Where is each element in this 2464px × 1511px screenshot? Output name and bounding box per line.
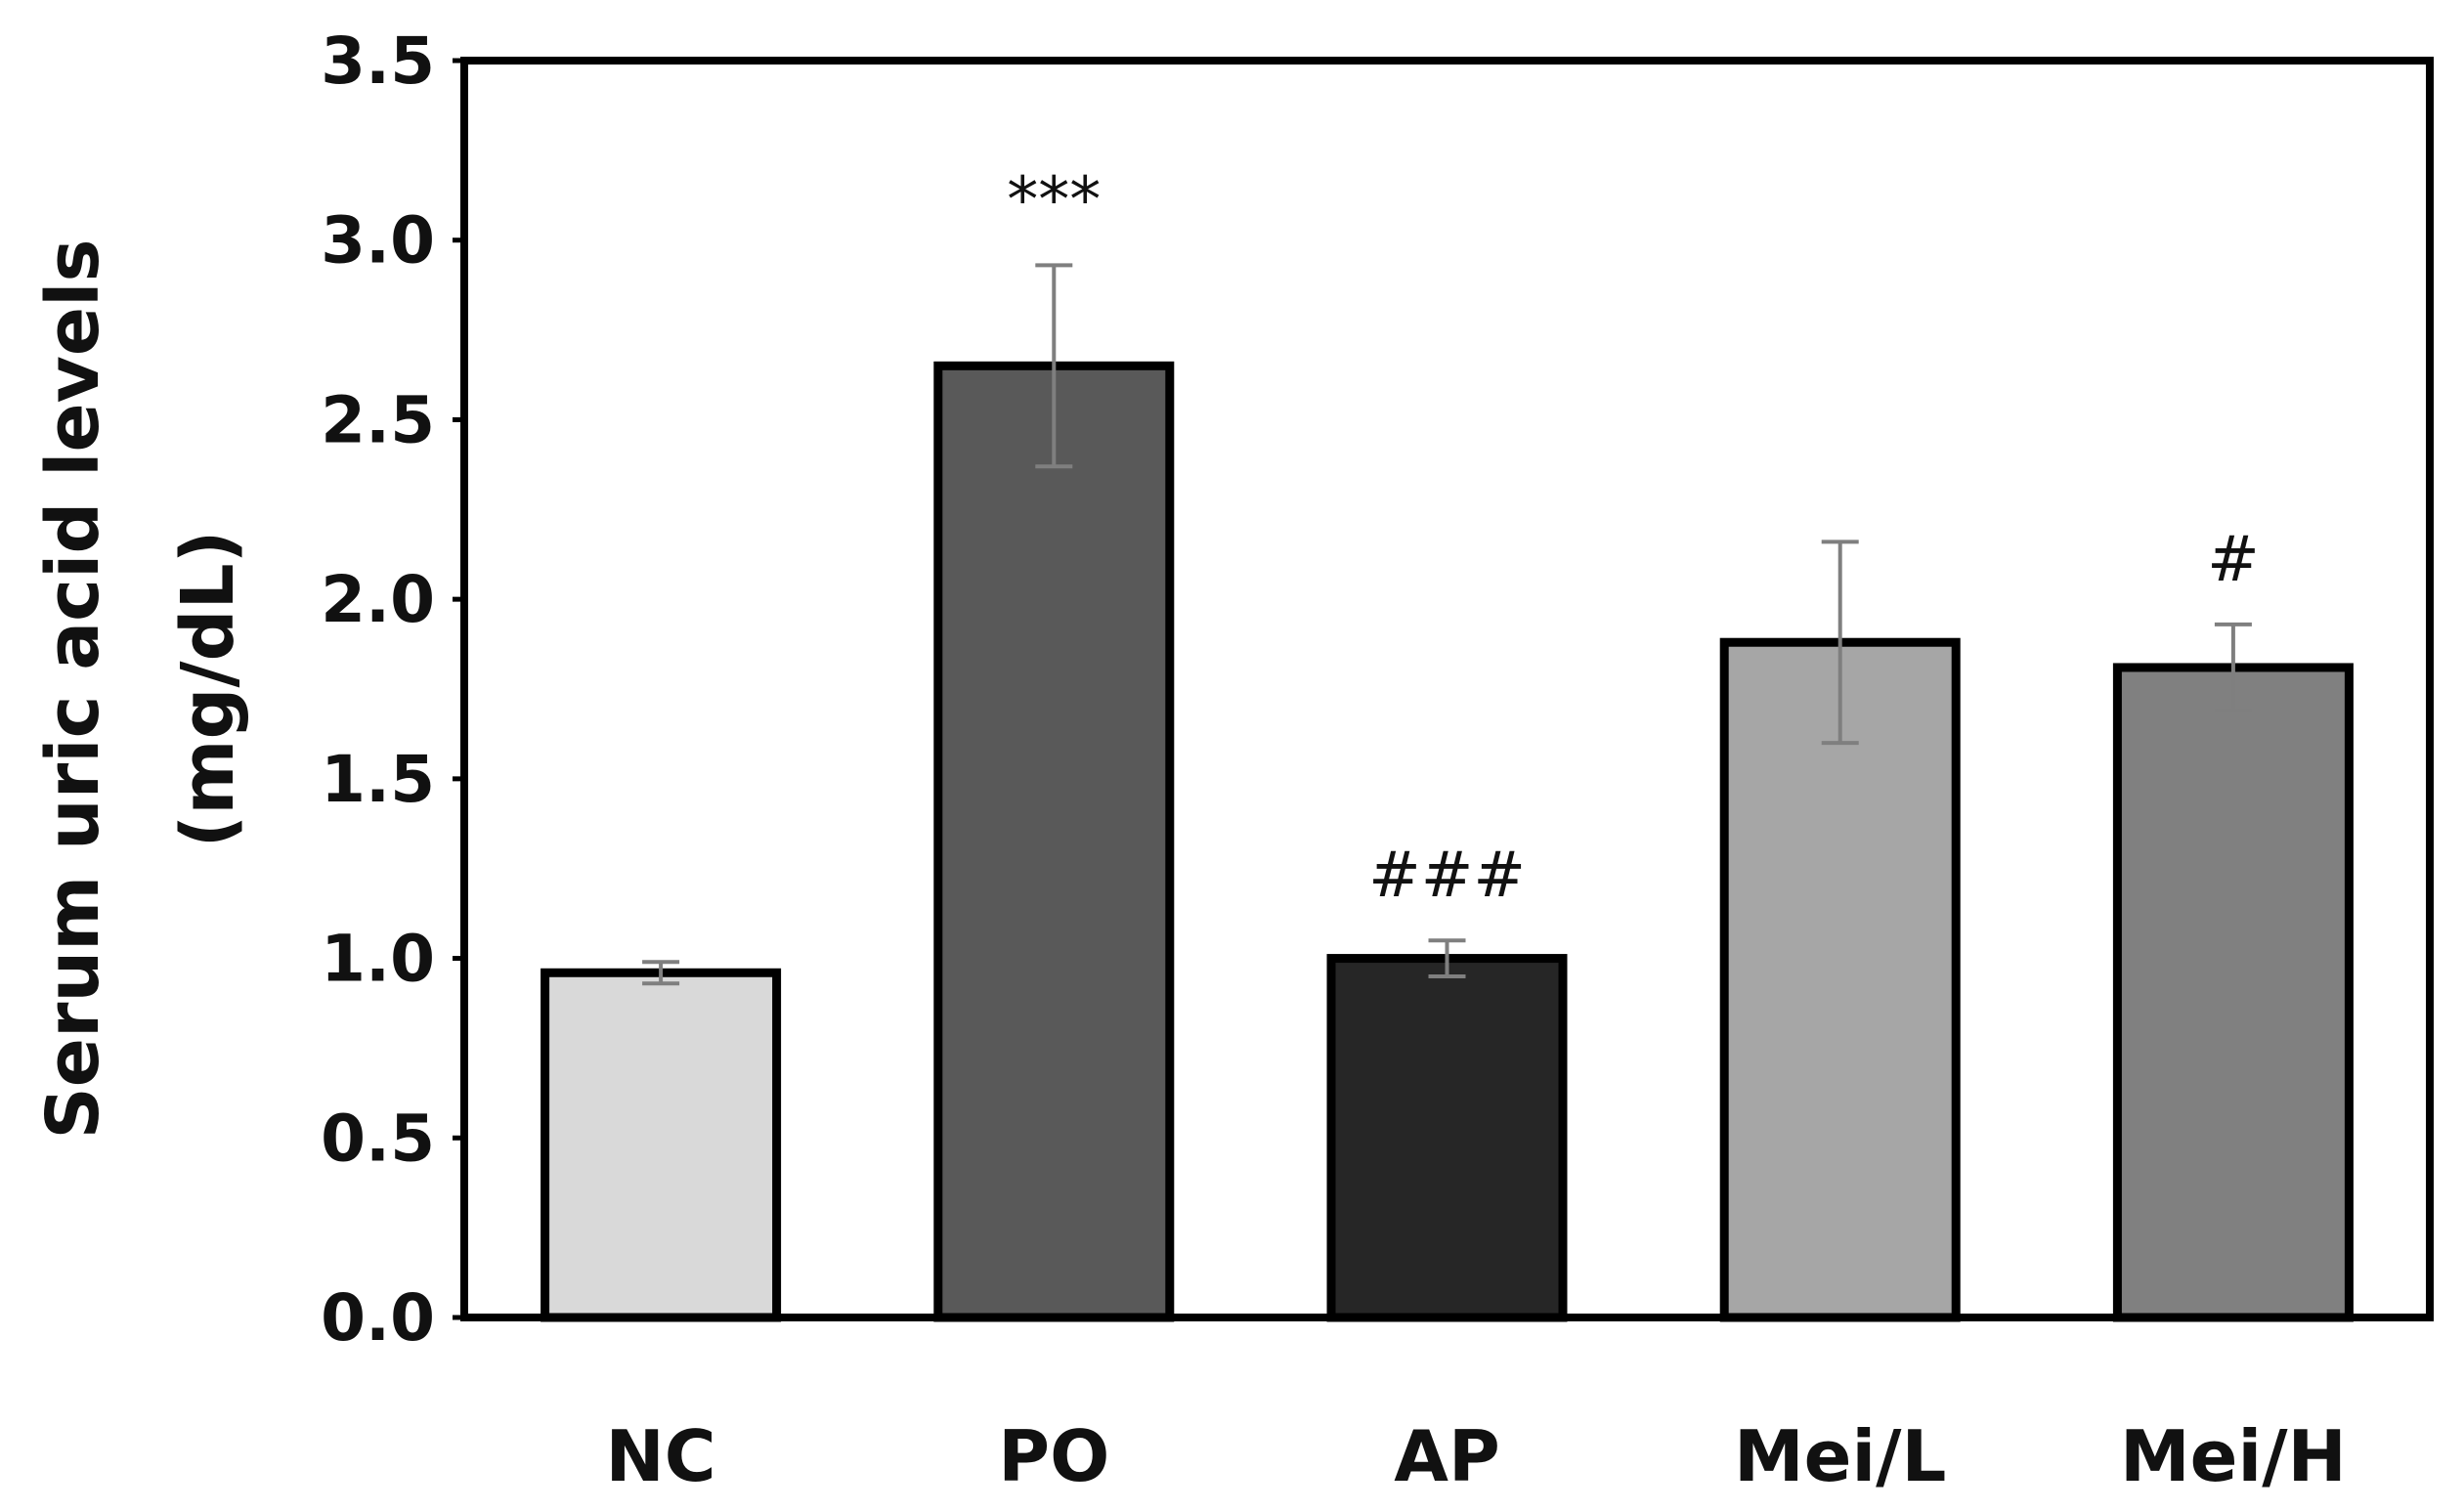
y-tick-label: 0.0 — [321, 1280, 435, 1356]
y-tick-label: 3.5 — [321, 23, 435, 99]
x-category-label: Mei/L — [1734, 1415, 1946, 1497]
bar-mei-l — [1719, 637, 1961, 1322]
y-axis-ticks: 0.0 0.5 1.0 1.5 2.0 2.5 3.0 3.5 — [321, 23, 464, 1356]
x-category-label: Mei/H — [2120, 1415, 2347, 1497]
y-tick-label: 3.0 — [321, 203, 435, 279]
labels-layer: NC PO *** AP ### Mei/L Mei/H # — [606, 164, 2347, 1497]
y-axis-title: Serum uric acid levels — [31, 239, 115, 1140]
bar-po — [933, 361, 1175, 1322]
x-category-label: NC — [606, 1415, 716, 1497]
significance-annotation: ### — [1368, 840, 1526, 912]
x-category-label: AP — [1394, 1415, 1500, 1497]
bar-nc — [540, 968, 782, 1322]
bar-mei-h — [2112, 663, 2354, 1322]
y-tick-label: 1.0 — [321, 922, 435, 997]
y-tick-label: 2.5 — [321, 382, 435, 457]
plot-area-frame — [460, 57, 2434, 1321]
y-axis-unit: (mg/dL) — [166, 531, 250, 848]
y-tick-label: 0.5 — [321, 1101, 435, 1176]
significance-annotation: # — [2207, 524, 2260, 596]
error-bars-layer — [642, 263, 2252, 986]
significance-annotation: *** — [1007, 164, 1101, 237]
x-category-label: PO — [998, 1415, 1109, 1497]
y-tick-label: 1.5 — [321, 742, 435, 817]
y-tick-label: 2.0 — [321, 562, 435, 637]
bar-ap — [1326, 954, 1568, 1322]
